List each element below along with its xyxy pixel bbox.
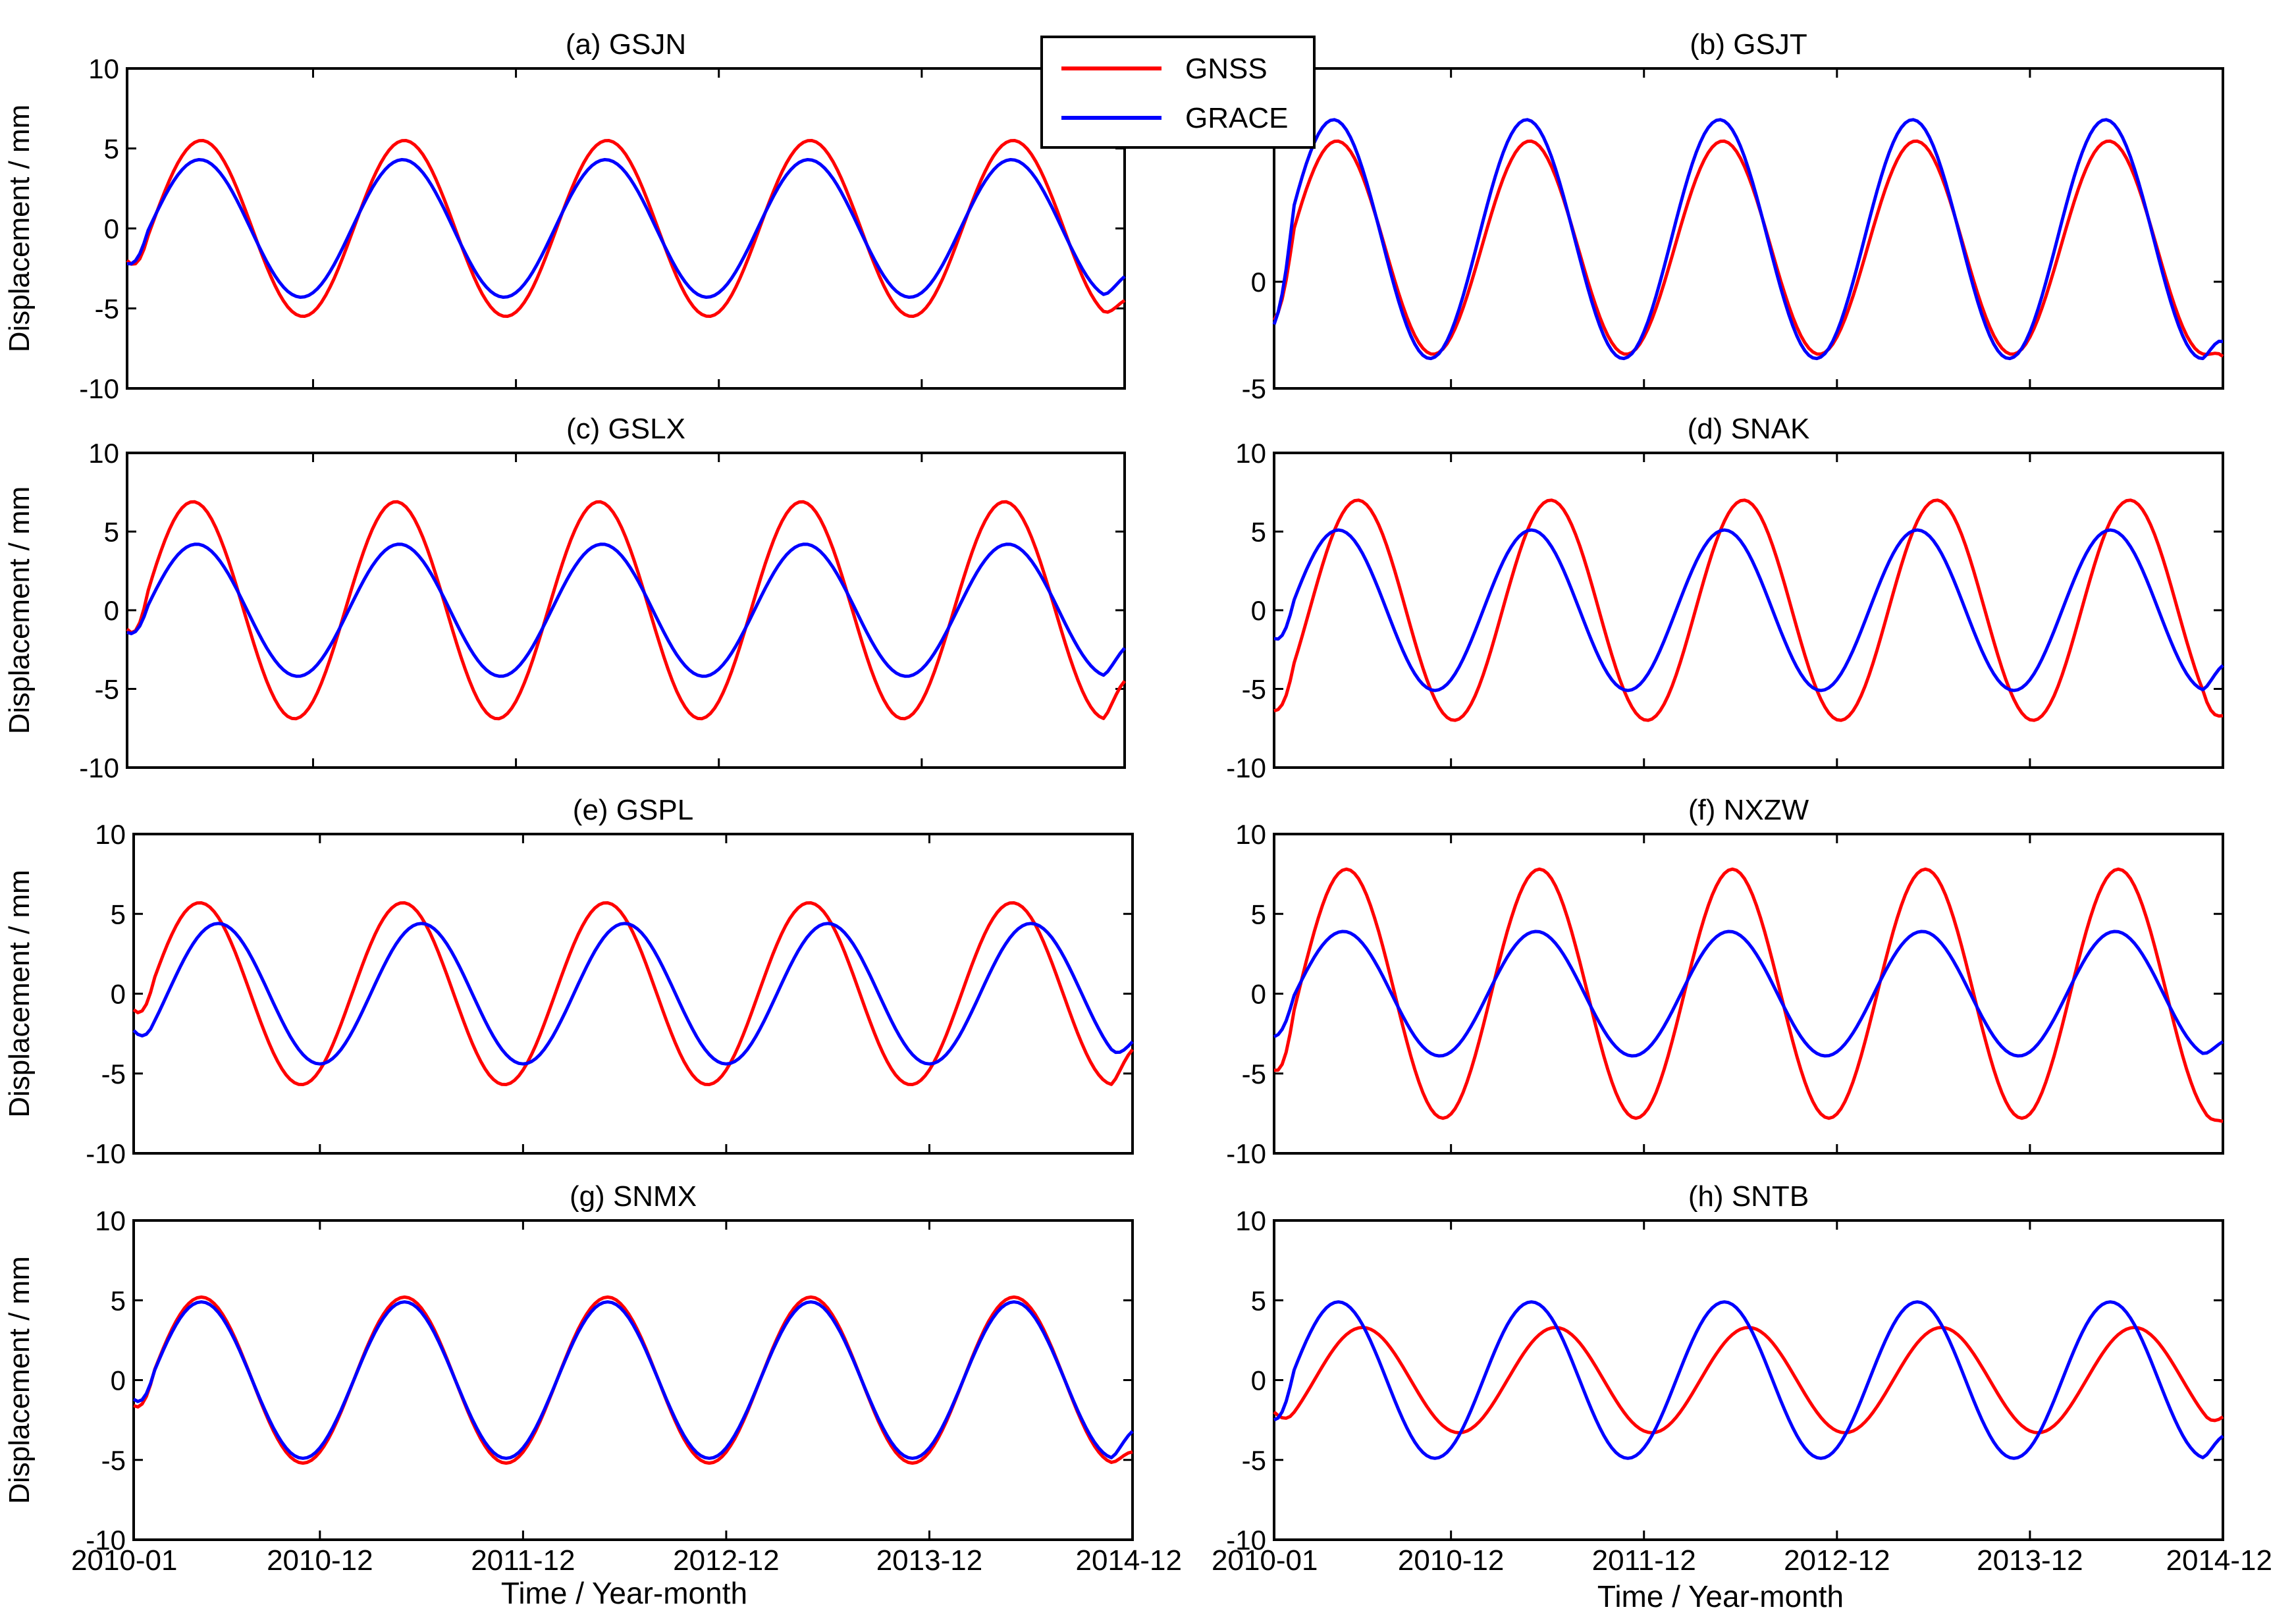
y-tick-label: -10	[1226, 1525, 1266, 1556]
legend: GNSS GRACE	[1040, 36, 1316, 149]
y-tick-label: 5	[111, 899, 126, 930]
y-tick-label: 10	[95, 1205, 126, 1236]
plot-frame	[126, 452, 1126, 769]
series-line-grace-b-gsjt	[1272, 118, 2224, 361]
x-tick-label: 2014-12	[2166, 1544, 2272, 1577]
series-line-gnss-d-snak	[1273, 498, 2224, 722]
y-tick-label: 5	[111, 1285, 126, 1316]
x-tick-label: 2012-12	[1784, 1544, 1890, 1577]
x-tick-label: 2011-12	[1592, 1544, 1696, 1577]
chart-panel-g-snmx: (g) SNMX -10 -5 0 5 10 2010-01 2010-12 2011-12 20…	[3, 1180, 1182, 1577]
plot-frame	[1273, 452, 2224, 769]
y-tick-label: 0	[1251, 595, 1266, 626]
legend-label-grace: GRACE	[1185, 102, 1288, 134]
panel-title: (b) GSJT	[1690, 28, 1807, 61]
y-axis-label: Displacement / mm	[3, 870, 36, 1118]
y-tick-label: -5	[1242, 674, 1266, 705]
x-tick-label: 2010-12	[267, 1544, 373, 1577]
legend-box	[1040, 36, 1316, 149]
series-line-gnss-c-gslx	[126, 500, 1127, 721]
panel-title: (g) SNMX	[570, 1180, 697, 1213]
chart-panel-e-gspl: (e) GSPL -10 -5 0 5 10 Displacement / mm	[3, 794, 1134, 1169]
y-tick-label: -5	[95, 674, 119, 705]
x-tick-label: 2010-12	[1398, 1544, 1504, 1577]
series-line-gnss-b-gsjt	[1272, 139, 2224, 358]
series-line-gnss-a-gsjn	[126, 139, 1126, 318]
x-tick-label: 2013-12	[876, 1544, 982, 1577]
y-tick-label: -5	[1242, 1059, 1266, 1089]
y-axis-label: Displacement / mm	[3, 486, 36, 735]
series-line-grace-f-nxzw	[1273, 930, 2224, 1058]
plot-frame	[132, 1219, 1134, 1541]
y-tick-label: 0	[111, 979, 126, 1010]
x-axis-label-right: Time / Year-month	[1597, 1579, 1844, 1613]
chart-panel-h-sntb: (h) SNTB -10 -5 0 5 10 2010-01 2010-12 2011-12 20…	[1212, 1180, 2272, 1577]
legend-label-gnss: GNSS	[1185, 53, 1268, 85]
panel-title: (c) GSLX	[566, 413, 685, 445]
x-tick-label: 2014-12	[1076, 1544, 1182, 1577]
x-tick-label: 2012-12	[673, 1544, 779, 1577]
x-axis-label-left: Time / Year-month	[501, 1576, 747, 1610]
series-line-gnss-e-gspl	[132, 901, 1134, 1086]
y-tick-label: 10	[88, 438, 119, 469]
plot-frame	[1273, 1219, 2224, 1541]
y-tick-label: 5	[1251, 517, 1266, 548]
x-tick-label: 2011-12	[471, 1544, 575, 1577]
y-tick-label: 10	[1235, 438, 1266, 469]
y-tick-label: 10	[88, 53, 119, 84]
y-tick-label: -10	[86, 1138, 126, 1169]
x-tick-label: 2013-12	[1977, 1544, 2083, 1577]
series-line-grace-h-sntb	[1273, 1300, 2224, 1460]
y-tick-label: -10	[1226, 1138, 1266, 1169]
chart-panel-c-gslx: (c) GSLX -10 -5 0 5 10 Displacement / mm	[3, 413, 1127, 783]
series-line-grace-d-snak	[1273, 528, 2224, 693]
y-tick-label: 0	[1251, 267, 1266, 298]
series-line-gnss-f-nxzw	[1273, 867, 2224, 1123]
y-tick-label: 10	[1235, 1205, 1266, 1236]
y-tick-label: 5	[1251, 899, 1266, 930]
chart-panel-a-gsjn: (a) GSJN -10 -5 0 5 10 Displacement / mm	[3, 28, 1126, 404]
y-axis-label: Displacement / mm	[3, 1256, 36, 1504]
x-tick-label: 2010-01	[71, 1544, 177, 1577]
chart-panel-f-nxzw: (f) NXZW -10 -5 0 5 10	[1226, 794, 2224, 1169]
y-tick-label: -5	[101, 1445, 126, 1476]
panels-layer: (a) GSJN -10 -5 0 5 10 Displacement / mm (b) GS…	[3, 28, 2272, 1577]
y-tick-label: -5	[101, 1059, 126, 1089]
y-tick-label: -5	[95, 294, 119, 325]
y-tick-label: 5	[104, 517, 119, 548]
plot-frame	[1273, 833, 2224, 1155]
y-tick-label: 10	[95, 819, 126, 850]
y-tick-label: -10	[86, 1525, 126, 1556]
y-tick-label: 0	[104, 213, 119, 244]
y-tick-label: 10	[1235, 819, 1266, 850]
series-line-grace-e-gspl	[132, 922, 1134, 1066]
panel-title: (a) GSJN	[566, 28, 686, 61]
y-tick-label: -10	[79, 373, 119, 404]
y-tick-label: -5	[1242, 373, 1266, 404]
y-tick-label: 0	[111, 1365, 126, 1396]
panel-title: (d) SNAK	[1688, 413, 1810, 445]
panel-title: (h) SNTB	[1688, 1180, 1809, 1213]
chart-panel-d-snak: (d) SNAK -10 -5 0 5 10	[1226, 413, 2224, 783]
panel-title: (f) NXZW	[1688, 794, 1809, 826]
y-tick-label: -10	[79, 752, 119, 783]
series-line-grace-c-gslx	[126, 542, 1126, 678]
chart-panel-b-gsjt: (b) GSJT -5 0	[1242, 28, 2224, 404]
y-tick-label: 0	[1251, 1365, 1266, 1396]
y-tick-label: 0	[104, 595, 119, 626]
y-tick-label: 5	[104, 134, 119, 165]
y-tick-label: 5	[1251, 1285, 1266, 1316]
x-tick-label: 2010-01	[1212, 1544, 1318, 1577]
series-line-grace-g-snmx	[132, 1300, 1134, 1460]
panel-title: (e) GSPL	[573, 794, 693, 826]
y-tick-label: -10	[1226, 752, 1266, 783]
y-tick-label: 0	[1251, 979, 1266, 1010]
y-axis-label: Displacement / mm	[3, 105, 36, 353]
plot-frame	[132, 833, 1134, 1155]
y-tick-label: -5	[1242, 1445, 1266, 1476]
series-line-grace-a-gsjn	[126, 158, 1126, 299]
plot-frame	[126, 67, 1126, 390]
